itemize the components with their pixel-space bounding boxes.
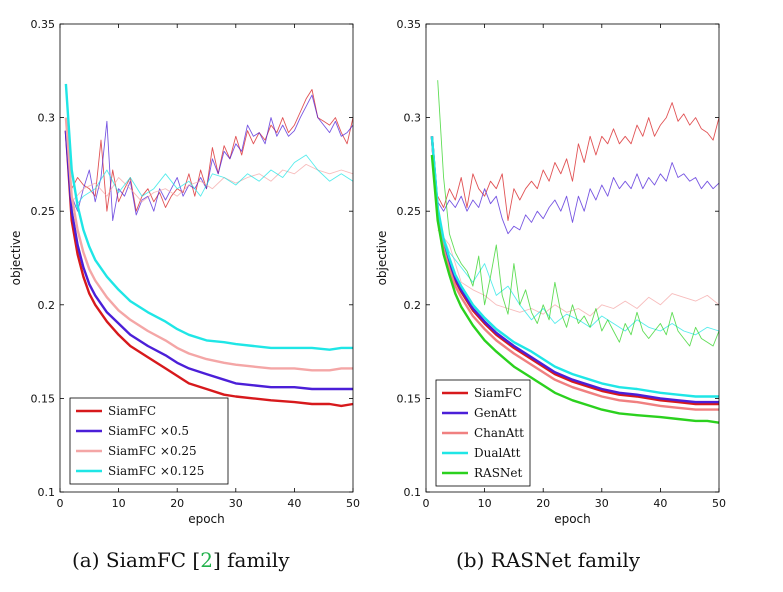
caption-b: (b) RASNet family xyxy=(456,548,641,572)
chart1-val-line-6 xyxy=(437,162,720,235)
chart1-ylabel: objective xyxy=(375,231,389,286)
caption-a: (a) SiamFC [2] family xyxy=(72,548,290,572)
chart0-xtick-label-50: 50 xyxy=(346,497,360,510)
chart1-val-line-9 xyxy=(437,80,720,347)
chart1-val-line-8 xyxy=(437,220,720,336)
chart1-ytick-label-0.2: 0.2 xyxy=(404,299,422,312)
chart1-axes-box xyxy=(425,23,720,493)
chart0-ytick-label-0.3: 0.3 xyxy=(38,112,56,125)
chart0-legend: SiamFC SiamFC ×0.5 SiamFC ×0.25 SiamFC ×0.1… xyxy=(69,397,229,485)
chart0-ytick-label-0.15: 0.15 xyxy=(31,392,56,405)
chart0-xtick-label-20: 20 xyxy=(170,497,184,510)
chart1-series-dualatt xyxy=(430,136,719,398)
chart0-ytick-label-0.2: 0.2 xyxy=(38,299,56,312)
chart0-legend-label-siamfc-0-125: SiamFC ×0.125 xyxy=(108,464,204,478)
chart1-series-chanatt xyxy=(430,136,719,411)
chart-rasnet-family: 0 10 20 30 40 50 0.1 0.15 0.2 0.25 0.3 0.35 epoch obj… xyxy=(375,18,726,526)
chart1-ytick-label-0.15: 0.15 xyxy=(397,392,422,405)
chart1-xlabel: epoch xyxy=(554,512,591,526)
chart0-legend-label-siamfc-0-5: SiamFC ×0.5 xyxy=(108,424,189,438)
chart1-series-rasnet xyxy=(430,154,720,424)
chart1-val-line-5 xyxy=(437,102,720,222)
chart0-ylabel: objective xyxy=(9,231,23,286)
chart0-ytick-label-0.35: 0.35 xyxy=(31,18,56,31)
chart1-legend-label-chanatt: ChanAtt xyxy=(474,426,524,440)
chart-siamfc-family: 0 10 20 30 40 50 0.1 0.15 0.2 0.25 0.3 0.35 epoch obj… xyxy=(9,18,360,526)
chart0-xtick-label-40: 40 xyxy=(287,497,301,510)
chart0-series-siamfc xyxy=(64,130,354,408)
chart1-legend-label-dualatt: DualAtt xyxy=(474,446,521,460)
chart1-xtick-label-50: 50 xyxy=(712,497,726,510)
chart0-ytick-label-0.1: 0.1 xyxy=(38,486,56,499)
chart1-val-line-7 xyxy=(437,229,720,317)
chart1-ytick-label-0.3: 0.3 xyxy=(404,112,422,125)
chart1-ytick-label-0.1: 0.1 xyxy=(404,486,422,499)
caption-a-citation-link[interactable]: 2 xyxy=(200,548,213,572)
chart1-series-genatt xyxy=(430,136,719,404)
chart0-val-line-4 xyxy=(71,89,354,212)
chart1-ytick-label-0.35: 0.35 xyxy=(397,18,422,31)
chart0-legend-label-siamfc-0-25: SiamFC ×0.25 xyxy=(108,444,197,458)
chart1-ytick-label-0.25: 0.25 xyxy=(397,205,422,218)
chart1-xtick-label-20: 20 xyxy=(536,497,550,510)
chart0-xtick-label-30: 30 xyxy=(229,497,243,510)
chart0-val-line-7 xyxy=(71,154,354,212)
chart0-axes-box xyxy=(59,23,354,493)
chart0-xtick-label-10: 10 xyxy=(112,497,126,510)
chart0-legend-label-siamfc: SiamFC xyxy=(108,404,156,418)
chart0-xtick-label-0: 0 xyxy=(57,497,64,510)
chart0-ytick-label-0.25: 0.25 xyxy=(31,205,56,218)
chart1-xtick-label-10: 10 xyxy=(478,497,492,510)
chart0-series-siamfc-0-5 xyxy=(64,130,353,391)
chart0-val-line-6 xyxy=(71,163,354,203)
chart1-legend-label-siamfc: SiamFC xyxy=(474,386,522,400)
chart1-legend-label-rasnet: RASNet xyxy=(474,466,523,480)
chart0-legend-box xyxy=(69,397,229,485)
chart0-xlabel: epoch xyxy=(188,512,225,526)
chart1-xtick-label-40: 40 xyxy=(653,497,667,510)
chart1-xtick-label-30: 30 xyxy=(595,497,609,510)
chart1-legend-label-genatt: GenAtt xyxy=(474,406,517,420)
chart1-xtick-label-0: 0 xyxy=(423,497,430,510)
chart0-series-siamfc-0-125 xyxy=(64,83,353,351)
chart0-series-siamfc-0-25 xyxy=(64,117,353,372)
caption-a-prefix: (a) SiamFC [ xyxy=(72,548,201,572)
caption-a-suffix: ] family xyxy=(212,548,290,572)
chart0-val-line-5 xyxy=(71,94,354,222)
chart1-legend: SiamFC GenAtt ChanAtt DualAtt RASNet xyxy=(435,379,531,487)
